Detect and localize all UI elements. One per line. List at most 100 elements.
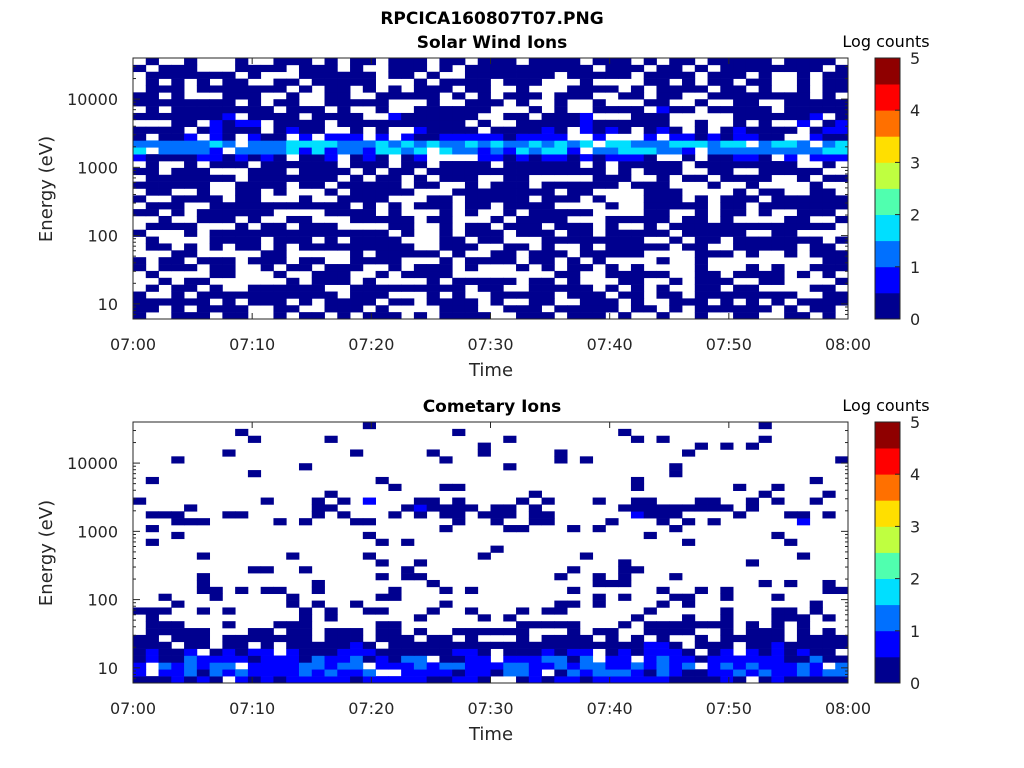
heatmap-cell	[362, 229, 376, 237]
heatmap-cell	[771, 621, 785, 629]
heatmap-cell	[388, 250, 402, 258]
heatmap-cell	[324, 64, 338, 73]
heatmap-cell	[796, 92, 811, 100]
heatmap-cell	[247, 648, 262, 656]
heatmap-cell	[362, 552, 376, 560]
colorbar-frame	[874, 57, 901, 320]
heatmap-cell	[171, 298, 185, 306]
heatmap-cell	[260, 202, 274, 210]
heatmap-cell	[247, 119, 262, 127]
panel-cometary: Cometary Ions 07:00 07:10 07:20 07:30 07:40 0…	[36, 396, 930, 745]
heatmap-cell	[324, 229, 338, 237]
heatmap-cell	[324, 634, 338, 643]
heatmap-cell	[554, 600, 568, 608]
heatmap-cell	[503, 222, 517, 231]
heatmap-cell	[694, 634, 708, 643]
heatmap-cell	[694, 133, 708, 141]
heatmap-cell	[298, 257, 313, 265]
heatmap-cell	[171, 291, 185, 299]
heatmap-cell	[298, 133, 313, 141]
heatmap-cell	[694, 497, 708, 505]
heatmap-cell	[388, 119, 402, 127]
heatmap-cell	[682, 85, 696, 93]
heatmap-cell	[554, 126, 568, 134]
heatmap-cell	[771, 648, 785, 656]
heatmap-cell	[745, 133, 760, 141]
heatmap-cell	[516, 154, 530, 162]
heatmap-cell	[605, 284, 619, 292]
y-axis-label: Energy (eV)	[36, 500, 57, 606]
heatmap-cell	[388, 593, 402, 601]
heatmap-cell	[758, 119, 772, 127]
heatmap-cell	[605, 628, 619, 636]
heatmap-cell	[426, 669, 440, 677]
heatmap-cell	[477, 229, 491, 237]
heatmap-cell	[209, 161, 223, 169]
heatmap-cell	[567, 669, 581, 677]
heatmap-cell	[401, 250, 415, 258]
heatmap-cell	[503, 64, 517, 73]
heatmap-cell	[247, 64, 262, 73]
heatmap-cell	[222, 662, 236, 670]
heatmap-cell	[809, 154, 823, 162]
heatmap-cell	[694, 264, 708, 272]
heatmap-cell	[401, 504, 415, 512]
heatmap-cell	[158, 99, 172, 107]
heatmap-cell	[477, 147, 491, 155]
heatmap-cell	[758, 641, 772, 649]
heatmap-cell	[618, 428, 632, 437]
heatmap-cell	[618, 559, 632, 567]
heatmap-cell	[350, 112, 364, 121]
heatmap-cell	[579, 655, 594, 663]
heatmap-cell	[439, 662, 453, 670]
heatmap-cell	[375, 607, 389, 615]
heatmap-cell	[643, 607, 657, 615]
heatmap-cell	[247, 147, 262, 155]
heatmap-cell	[464, 147, 479, 155]
heatmap-cell	[707, 504, 721, 512]
heatmap-cell	[260, 676, 274, 684]
heatmap-cell	[516, 112, 530, 121]
heatmap-cell	[145, 99, 159, 107]
heatmap-cell	[171, 662, 185, 670]
heatmap-cell	[758, 422, 772, 430]
heatmap-cell	[158, 174, 172, 182]
heatmap-cell	[298, 298, 313, 306]
heatmap-cell	[541, 641, 555, 649]
heatmap-cell	[516, 662, 530, 670]
heatmap-cell	[350, 133, 364, 141]
heatmap-cell	[682, 133, 696, 141]
heatmap-cell	[784, 291, 798, 299]
heatmap-cell	[643, 676, 657, 684]
heatmap-cell	[758, 305, 772, 313]
colorbar-swatch	[875, 188, 900, 215]
heatmap-cell	[184, 133, 198, 141]
heatmap-cell	[835, 119, 849, 127]
heatmap-cell	[247, 181, 262, 189]
heatmap-cell	[656, 504, 670, 512]
heatmap-cell	[733, 291, 747, 299]
heatmap-cell	[273, 305, 287, 313]
heatmap-cell	[733, 112, 747, 121]
heatmap-cell	[694, 126, 708, 134]
heatmap-cell	[541, 215, 555, 224]
heatmap-cell	[158, 112, 172, 121]
heatmap-cell	[260, 284, 274, 292]
heatmap-cell	[222, 264, 236, 272]
heatmap-cell	[503, 511, 517, 519]
heatmap-cell	[720, 195, 734, 203]
heatmap-cell	[247, 133, 262, 141]
heatmap-cell	[503, 463, 517, 471]
heatmap-cell	[375, 119, 389, 127]
heatmap-cell	[209, 284, 223, 292]
heatmap-cell	[835, 655, 849, 663]
heatmap-cell	[375, 676, 389, 684]
y-tick-label: 10000	[67, 454, 118, 473]
heatmap-cell	[490, 126, 504, 134]
heatmap-cell	[643, 78, 657, 86]
heatmap-cell	[133, 209, 147, 217]
heatmap-cell	[401, 662, 415, 670]
heatmap-cell	[426, 648, 440, 656]
heatmap-cell	[222, 112, 236, 121]
heatmap-cell	[771, 655, 785, 663]
